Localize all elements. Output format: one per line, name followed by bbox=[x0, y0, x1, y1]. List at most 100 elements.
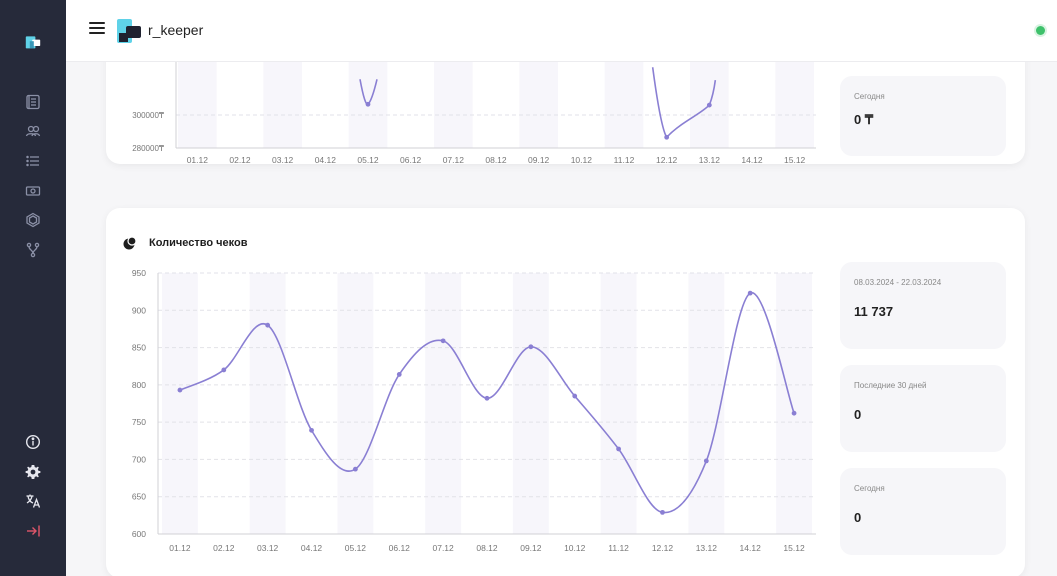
x-tick-label: 13.12 bbox=[696, 543, 718, 553]
x-tick-label: 06.12 bbox=[400, 155, 422, 164]
logout-icon[interactable] bbox=[23, 521, 43, 541]
chart-band bbox=[249, 273, 286, 534]
y-tick-label: 850 bbox=[132, 343, 146, 353]
chart-band bbox=[337, 273, 374, 534]
menu-icon[interactable] bbox=[89, 22, 105, 38]
x-tick-label: 08.12 bbox=[476, 543, 498, 553]
coins-icon bbox=[123, 236, 137, 250]
app-title: r_keeper bbox=[148, 22, 204, 38]
data-point bbox=[309, 427, 314, 433]
stat-value: 0 bbox=[854, 407, 862, 422]
app-logo-icon[interactable] bbox=[23, 32, 43, 52]
data-point bbox=[664, 134, 670, 140]
x-tick-label: 12.12 bbox=[656, 155, 678, 164]
y-tick-label: 300000₸ bbox=[132, 111, 165, 120]
x-tick-label: 03.12 bbox=[257, 543, 279, 553]
data-point bbox=[365, 101, 371, 107]
y-tick-label: 600 bbox=[132, 529, 146, 539]
online-status-indicator bbox=[1036, 26, 1045, 35]
x-tick-label: 07.12 bbox=[432, 543, 454, 553]
chart-band bbox=[776, 273, 812, 534]
x-tick-label: 04.12 bbox=[301, 543, 323, 553]
data-point bbox=[265, 322, 271, 328]
x-tick-label: 03.12 bbox=[272, 155, 294, 164]
chart-band bbox=[600, 273, 637, 534]
x-tick-label: 11.12 bbox=[614, 155, 635, 164]
x-tick-label: 05.12 bbox=[357, 155, 379, 164]
x-tick-label: 01.12 bbox=[187, 155, 209, 164]
x-tick-label: 07.12 bbox=[443, 155, 465, 164]
chart-band bbox=[775, 62, 814, 148]
translate-icon[interactable] bbox=[23, 491, 43, 511]
chart-band bbox=[434, 62, 473, 148]
x-tick-label: 12.12 bbox=[652, 543, 674, 553]
card-header: Количество чеков bbox=[123, 236, 248, 250]
x-tick-label: 02.12 bbox=[229, 155, 251, 164]
r-keeper-logo-icon bbox=[116, 18, 142, 44]
x-tick-label: 15.12 bbox=[784, 155, 806, 164]
x-tick-label: 13.12 bbox=[699, 155, 721, 164]
x-tick-label: 06.12 bbox=[389, 543, 411, 553]
gear-icon[interactable] bbox=[23, 462, 43, 482]
chart-band bbox=[604, 62, 644, 148]
stat-label: Сегодня bbox=[854, 92, 885, 101]
data-point bbox=[572, 393, 578, 399]
data-point bbox=[221, 367, 227, 373]
info-icon[interactable] bbox=[23, 432, 43, 452]
x-tick-label: 09.12 bbox=[528, 155, 550, 164]
series-line bbox=[179, 292, 795, 514]
series-line bbox=[651, 67, 717, 139]
data-point bbox=[396, 372, 402, 377]
y-tick-label: 750 bbox=[132, 417, 146, 427]
data-point bbox=[177, 387, 183, 393]
x-tick-label: 04.12 bbox=[315, 155, 337, 164]
x-tick-label: 15.12 bbox=[783, 543, 805, 553]
data-point bbox=[706, 102, 712, 108]
data-point bbox=[747, 290, 753, 296]
sidebar bbox=[0, 0, 66, 576]
x-tick-label: 14.12 bbox=[740, 543, 762, 553]
x-tick-label: 14.12 bbox=[741, 155, 763, 164]
stat-label: Последние 30 дней bbox=[854, 381, 927, 390]
stat-value: 0 ₸ bbox=[854, 112, 874, 127]
list-icon[interactable] bbox=[23, 151, 43, 171]
stat-value: 11 737 bbox=[854, 304, 894, 319]
y-tick-label: 900 bbox=[132, 305, 146, 315]
stat-today: Сегодня 0 bbox=[840, 468, 1006, 555]
x-tick-label: 08.12 bbox=[485, 155, 507, 164]
document-icon[interactable] bbox=[23, 92, 43, 112]
chart-band bbox=[425, 273, 462, 534]
chart-band bbox=[512, 273, 549, 534]
y-tick-label: 700 bbox=[132, 454, 146, 464]
y-tick-label: 280000₸ bbox=[132, 144, 165, 153]
chart-band bbox=[162, 273, 198, 534]
checks-count-card: Количество чеков 600 650 700 750 800 850 900 95… bbox=[106, 208, 1025, 576]
x-tick-label: 02.12 bbox=[213, 543, 235, 553]
y-tick-label: 800 bbox=[132, 380, 146, 390]
dashboard-content: 280000₸ 300000₸ 01.12 02.12 03.12 04.12 05.12 0… bbox=[66, 62, 1057, 576]
checks-count-chart: 600 650 700 750 800 850 900 950 01.12 02.12 03.12 0… bbox=[132, 268, 816, 553]
stat-period: 08.03.2024 - 22.03.2024 11 737 bbox=[840, 262, 1006, 349]
x-tick-label: 11.12 bbox=[608, 543, 629, 553]
stat-label: 08.03.2024 - 22.03.2024 bbox=[854, 278, 942, 287]
cash-icon[interactable] bbox=[23, 181, 43, 201]
x-tick-label: 01.12 bbox=[169, 543, 191, 553]
x-tick-label: 09.12 bbox=[520, 543, 542, 553]
stat-value: 0 bbox=[854, 510, 862, 525]
data-point bbox=[484, 395, 490, 401]
users-icon[interactable] bbox=[23, 121, 43, 141]
fork-icon[interactable] bbox=[23, 240, 43, 260]
x-tick-label: 10.12 bbox=[571, 155, 593, 164]
data-point bbox=[791, 410, 797, 416]
card-title: Количество чеков bbox=[149, 237, 248, 249]
data-point bbox=[703, 458, 709, 464]
stat-last-30-days: Последние 30 дней 0 bbox=[840, 365, 1006, 452]
data-point bbox=[440, 338, 446, 344]
x-tick-label: 05.12 bbox=[345, 543, 367, 553]
data-point bbox=[528, 344, 534, 350]
x-tick-label: 10.12 bbox=[564, 543, 586, 553]
y-tick-label: 650 bbox=[132, 492, 146, 502]
top-bar: r_keeper bbox=[66, 0, 1057, 62]
hexagon-icon[interactable] bbox=[23, 210, 43, 230]
y-tick-label: 950 bbox=[132, 268, 146, 278]
